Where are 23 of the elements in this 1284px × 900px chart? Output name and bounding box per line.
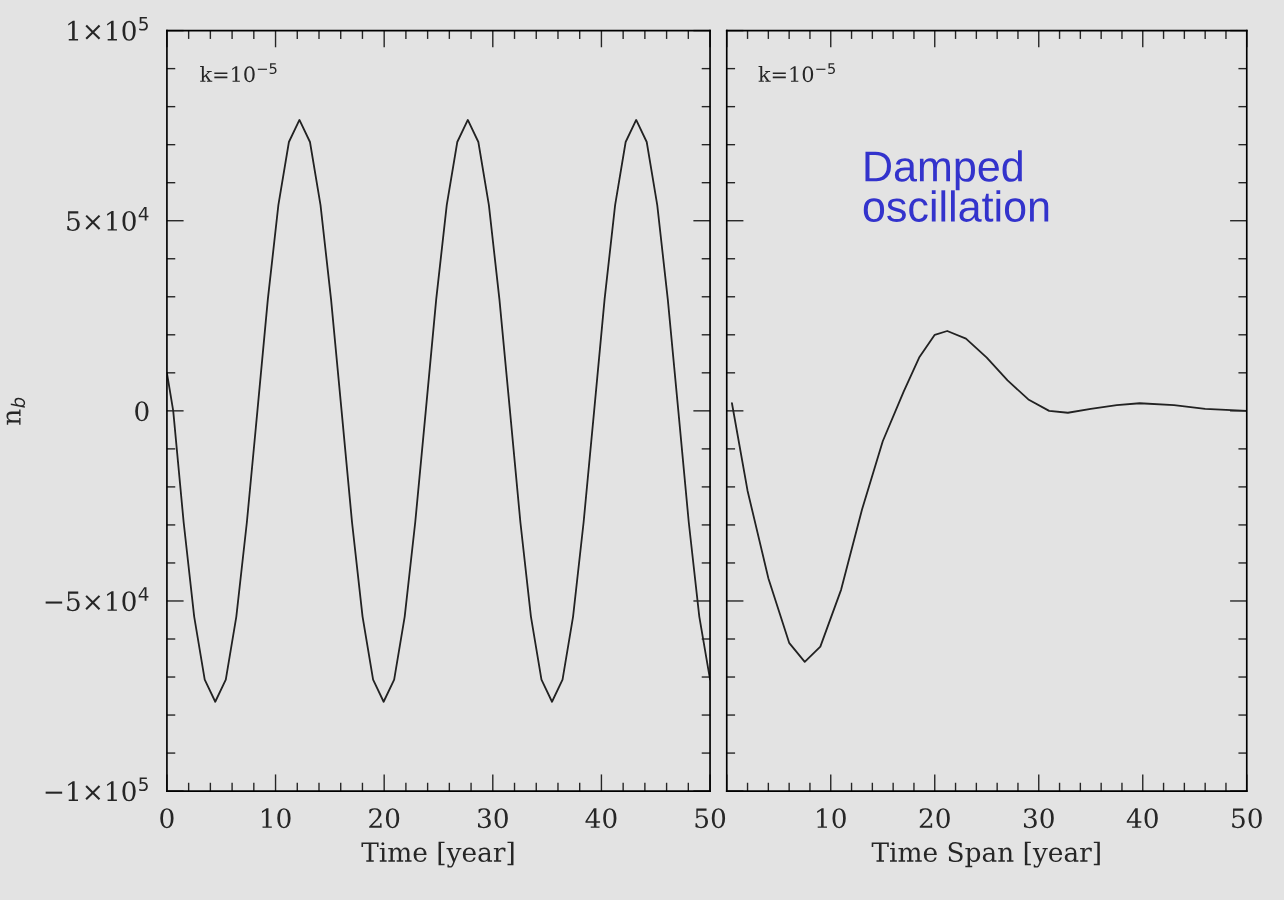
y-tick-label: 5×10$^{4}$ — [67, 207, 149, 231]
y-tick-label: 0 — [135, 401, 149, 422]
x-tick-label: 30 — [1023, 808, 1054, 829]
x-axis-title: Time Span [year] — [871, 841, 1100, 868]
annotation: Damped oscillation — [863, 150, 1049, 222]
x-tick-label: 40 — [585, 808, 617, 829]
x-tick-label: 20 — [919, 808, 950, 829]
y-tick-label: −1×10$^{5}$ — [45, 777, 148, 802]
x-tick-label: 10 — [261, 808, 291, 829]
x-axis-title: Time [year] — [361, 841, 514, 868]
line-series — [166, 119, 711, 703]
x-tick-label: 50 — [695, 808, 726, 829]
x-tick-label: 10 — [817, 808, 846, 829]
y-tick-label: −5×10$^{4}$ — [45, 587, 149, 612]
x-tick-label: 0 — [160, 808, 174, 829]
x-tick-label: 50 — [1232, 808, 1262, 829]
y-tick-label: 1×10$^{5}$ — [68, 16, 148, 41]
x-tick-label: 20 — [369, 808, 400, 829]
annotation: k=10$^{−5}$ — [200, 63, 277, 83]
y-axis-title: n$_{b}$ — [6, 397, 26, 425]
annotation: k=10$^{−5}$ — [758, 63, 835, 83]
x-tick-label: 40 — [1126, 808, 1158, 829]
x-tick-label: 30 — [478, 808, 508, 829]
